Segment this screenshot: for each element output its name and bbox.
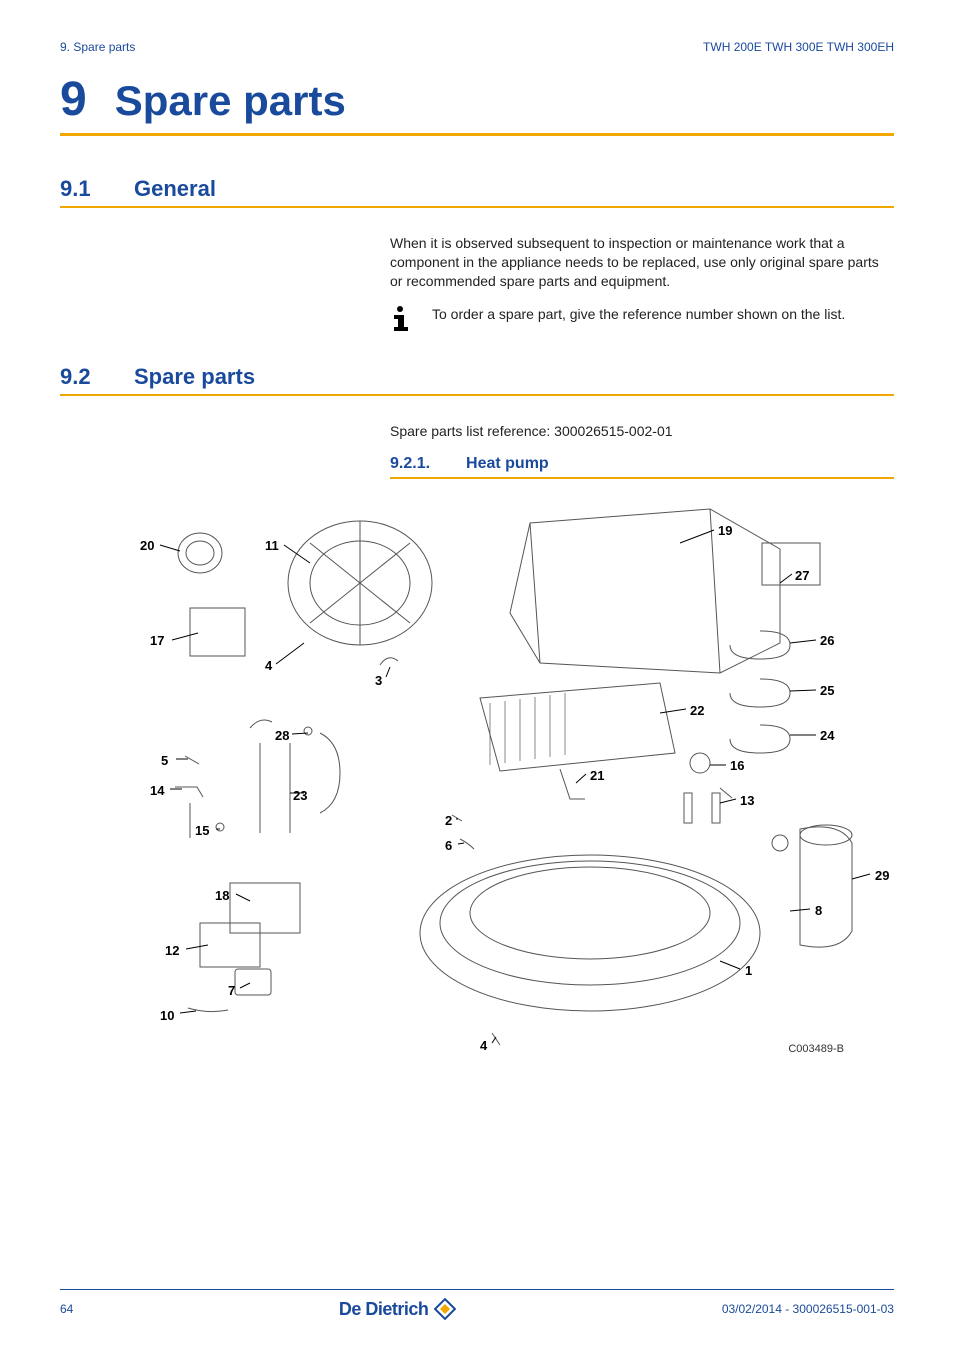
footer-rule	[60, 1289, 894, 1291]
callout-18: 18	[215, 888, 229, 903]
subsection-9-2-1: 9.2.1. Heat pump	[390, 455, 894, 473]
callout-14: 14	[150, 783, 164, 798]
chapter-rule	[60, 133, 894, 136]
subsection-rule	[390, 477, 894, 479]
running-header: 9. Spare parts TWH 200E TWH 300E TWH 300…	[60, 40, 894, 54]
footer-right: 03/02/2014 - 300026515-001-03	[722, 1302, 894, 1316]
section-number: 9.2	[60, 364, 106, 390]
diagram-svg	[60, 503, 894, 1063]
callout-29: 29	[875, 868, 889, 883]
callout-11: 11	[265, 538, 279, 553]
callout-27: 27	[795, 568, 809, 583]
info-text: To order a spare part, give the referenc…	[432, 305, 845, 324]
callout-8: 8	[815, 903, 822, 918]
page-footer: 64 De Dietrich 03/02/2014 - 300026515-00…	[60, 1289, 894, 1321]
callout-26: 26	[820, 633, 834, 648]
callout-10: 10	[160, 1008, 174, 1023]
callout-20: 20	[140, 538, 154, 553]
brand-logo: De Dietrich	[339, 1298, 457, 1320]
callout-13: 13	[740, 793, 754, 808]
callout-4: 4	[480, 1038, 487, 1053]
brand-diamond-icon	[434, 1298, 456, 1320]
callout-2: 2	[445, 813, 452, 828]
section-rule	[60, 206, 894, 208]
info-note: To order a spare part, give the referenc…	[390, 305, 894, 336]
callout-17: 17	[150, 633, 164, 648]
callout-16: 16	[730, 758, 744, 773]
callout-12: 12	[165, 943, 179, 958]
chapter-number: 9	[60, 72, 87, 127]
callout-7: 7	[228, 983, 235, 998]
callout-24: 24	[820, 728, 834, 743]
section-title: Spare parts	[134, 364, 255, 390]
callout-3: 3	[375, 673, 382, 688]
callout-15: 15	[195, 823, 209, 838]
header-right: TWH 200E TWH 300E TWH 300EH	[703, 40, 894, 54]
chapter-heading: 9 Spare parts	[60, 72, 894, 127]
brand-text: De Dietrich	[339, 1299, 429, 1320]
callout-28: 28	[275, 728, 289, 743]
callout-4: 4	[265, 658, 272, 673]
callout-22: 22	[690, 703, 704, 718]
subsection-number: 9.2.1.	[390, 455, 430, 473]
section-9-1: 9.1 General When it is observed subseque…	[60, 176, 894, 336]
callout-21: 21	[590, 768, 604, 783]
callout-25: 25	[820, 683, 834, 698]
callout-6: 6	[445, 838, 452, 853]
chapter-title: Spare parts	[115, 77, 346, 125]
exploded-diagram: 2011192717432625222428516211423131526291…	[60, 503, 894, 1063]
section-body: When it is observed subsequent to inspec…	[390, 234, 894, 291]
subsection-title: Heat pump	[466, 455, 549, 473]
section-rule	[60, 394, 894, 396]
section-title: General	[134, 176, 216, 202]
figure-reference: C003489-B	[788, 1043, 844, 1055]
section-9-2: 9.2 Spare parts Spare parts list referen…	[60, 364, 894, 1063]
header-left: 9. Spare parts	[60, 40, 135, 54]
callout-5: 5	[161, 753, 168, 768]
callout-23: 23	[293, 788, 307, 803]
section-body: Spare parts list reference: 300026515-00…	[390, 422, 894, 441]
section-number: 9.1	[60, 176, 106, 202]
callout-19: 19	[718, 523, 732, 538]
callout-1: 1	[745, 963, 752, 978]
page-number: 64	[60, 1302, 73, 1316]
info-icon	[390, 305, 410, 336]
